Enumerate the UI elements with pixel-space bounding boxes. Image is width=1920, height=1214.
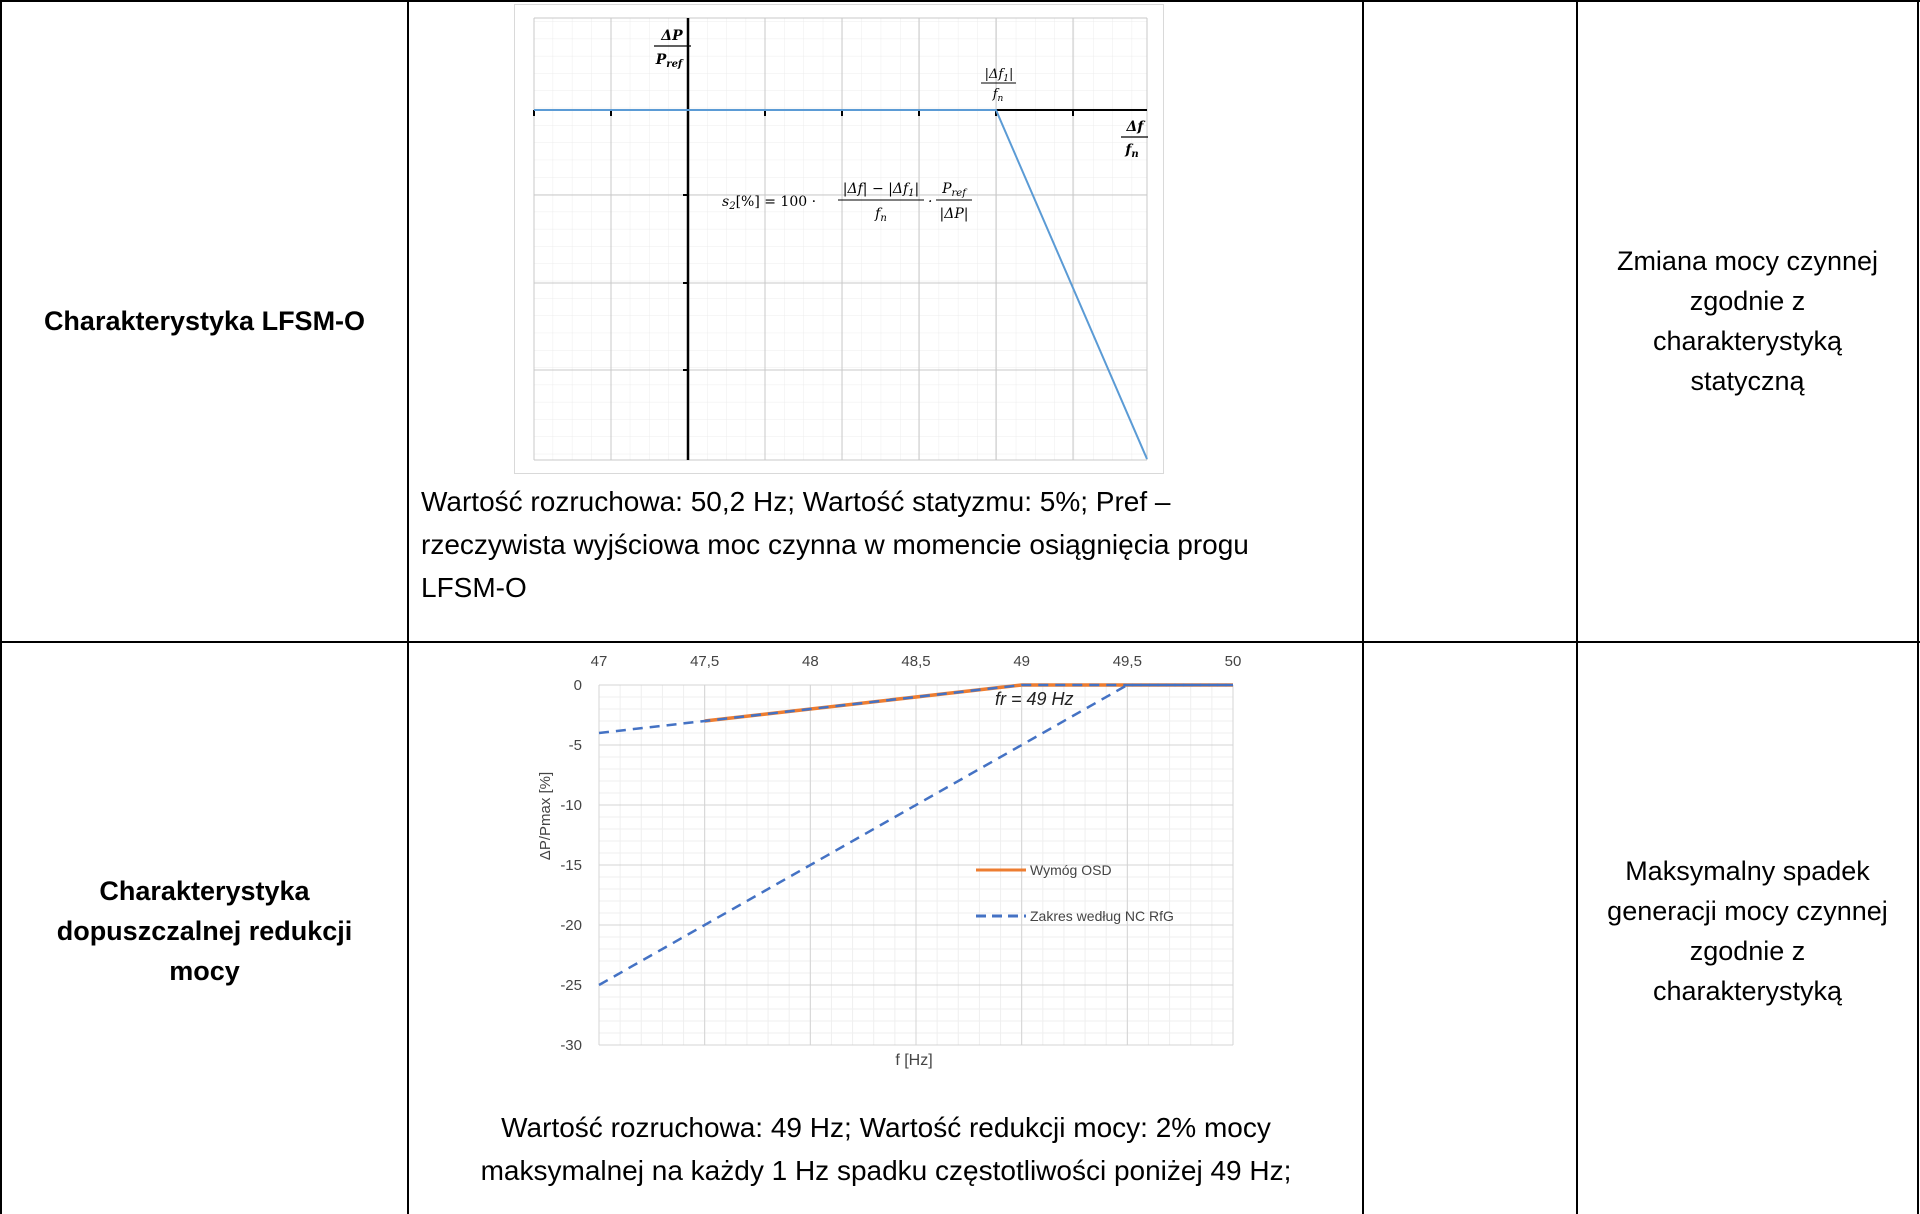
table-border-right [1917,0,1919,1214]
row2-description-line: zgodnie z [1689,935,1806,966]
svg-text:fn: fn [874,206,887,224]
y-tick-label: -10 [560,797,582,814]
table-border-top [0,0,1920,2]
legend-label-wymog-osd: Wymóg OSD [1030,862,1112,878]
svg-text:fn: fn [1124,142,1138,160]
row1-description-line: Zmiana mocy czynnej [1616,245,1879,276]
formula-dot: · [928,194,932,210]
formula-lhs: s [722,194,729,210]
chart-x-axis-title: f [Hz] [895,1052,932,1069]
table-column-divider-3 [1576,0,1578,1214]
chart-x-tick-labels: 47 47,5 48 48,5 49 49,5 50 [591,653,1242,670]
threshold-subscript: 1 [1003,74,1009,84]
chart-legend: Wymóg OSD Zakres według NC RfG [976,862,1174,924]
row2-description-line: Maksymalny spadek [1625,855,1870,886]
x-tick-label: 49 [1013,653,1030,670]
formula-frac2-denominator: |ΔP| [940,206,969,222]
y-tick-label: 0 [574,677,582,694]
row1-caption-line: rzeczywista wyjściowa moc czynna w momen… [421,529,1249,560]
y-axis-label: ΔP Pref [654,28,691,70]
formula-frac1-denominator-subscript: n [880,213,886,224]
row2-label: Charakterystyka dopuszczalnej redukcji m… [2,643,407,1214]
row1-description-line: statyczną [1690,365,1805,396]
y-tick-label: -15 [560,857,582,874]
threshold-denominator-subscript: n [998,94,1004,104]
row2-label-line: mocy [169,955,240,986]
y-tick-label: -20 [560,917,582,934]
formula-frac1-numerator: |Δf| − |Δf [843,181,911,197]
lfsm-o-characteristic-line [534,109,1148,460]
chart-y-tick-labels: 0 -5 -10 -15 -20 -25 -30 [560,677,582,1054]
y-tick-label: -30 [560,1037,582,1054]
threshold-numerator-end: | [1009,67,1013,82]
chart-series [598,683,1233,987]
series-line-wymog-osd [704,683,1233,723]
x-axis-label-numerator: Δf [1126,119,1147,135]
formula-frac1-numerator-end: | [915,181,920,197]
formula-frac2-numerator: P [941,181,952,197]
row2-caption: Wartość rozruchowa: 49 Hz; Wartość reduk… [421,1106,1351,1192]
power-reduction-chart: 47 47,5 48 48,5 49 49,5 50 0-5-10-15-20-25-30 … [537,653,1242,1069]
threshold-label: |Δf1| fn [981,67,1016,104]
row2-description-line: charakterystyką [1652,975,1843,1006]
formula-frac1-subscript: 1 [908,188,914,199]
row1-caption: Wartość rozruchowa: 50,2 Hz; Wartość sta… [421,480,1351,609]
x-tick-label: 48,5 [901,653,930,670]
row1-caption-line: LFSM-O [421,572,527,603]
minor-grid [534,18,1147,460]
svg-text:Pref: Pref [655,52,684,70]
y-axis-label-numerator: ΔP [660,28,683,44]
x-axis-label-denominator: f [1124,142,1134,158]
svg-text:Pref: Pref [941,181,968,199]
table-border-left [0,0,2,1214]
y-tick-label: -5 [569,737,582,754]
table-column-divider-2 [1362,0,1364,1214]
series-line-nc-rfg-1 [598,683,1233,735]
x-tick-label: 49,5 [1113,653,1142,670]
x-tick-label: 47,5 [690,653,719,670]
x-axis-label-subscript: n [1131,149,1138,160]
x-tick-label: 48 [802,653,819,670]
svg-text:|Δf1|: |Δf1| [985,67,1014,84]
major-grid [533,17,1148,461]
row2-caption-line: Wartość rozruchowa: 49 Hz; Wartość reduk… [501,1112,1271,1143]
threshold-numerator: |Δf [985,67,1006,82]
row1-label: Charakterystyka LFSM-O [2,0,407,641]
table-row-divider [0,641,1920,643]
y-tick-label: -25 [560,977,582,994]
chart-y-axis-title: ΔP/Pmax [%] [537,772,554,860]
lfsm-o-diagram: ΔP Pref Δf fn |Δf1| fn s2[%] = 100 · |Δf… [514,4,1164,474]
formula-lhs-subscript: 2 [728,201,735,212]
x-tick-label: 50 [1225,653,1242,670]
table-column-divider-1 [407,0,409,1214]
y-axis-label-subscript: ref [666,59,684,70]
row2-description-line: generacji mocy czynnej [1607,895,1888,926]
row1-label-text: Charakterystyka LFSM-O [43,305,366,336]
x-axis-label: Δf fn [1121,119,1148,160]
y-axis-label-denominator: P [655,52,667,68]
svg-text:fn: fn [992,87,1004,104]
chart-annotation-fr: fr = 49 Hz [995,689,1074,709]
row1-description-line: zgodnie z [1689,285,1806,316]
svg-text:s2[%] = 100 ·: s2[%] = 100 · [722,194,816,212]
row1-caption-line: Wartość rozruchowa: 50,2 Hz; Wartość sta… [421,486,1171,517]
legend-label-nc-rfg: Zakres według NC RfG [1030,908,1174,924]
formula-frac2-subscript: ref [952,188,969,199]
formula-frac1-denominator: f [874,206,883,222]
threshold-denominator: f [992,87,1000,102]
svg-text:|Δf| − |Δf1|: |Δf| − |Δf1| [843,181,919,199]
row2-description: Maksymalny spadek generacji mocy czynnej… [1578,643,1917,1214]
row1-description: Zmiana mocy czynnej zgodnie z charaktery… [1578,0,1917,641]
row2-label-line: Charakterystyka [99,875,310,906]
row2-label-line: dopuszczalnej redukcji [56,915,353,946]
formula-lhs-rest: [%] = 100 · [736,194,816,210]
chart-major-grid [598,684,1234,1046]
droop-formula: s2[%] = 100 · |Δf| − |Δf1| fn · Pref |ΔP… [722,181,972,224]
row2-caption-line: maksymalnej na każdy 1 Hz spadku częstot… [480,1155,1292,1186]
x-tick-label: 47 [591,653,608,670]
row1-description-line: charakterystyką [1652,325,1843,356]
